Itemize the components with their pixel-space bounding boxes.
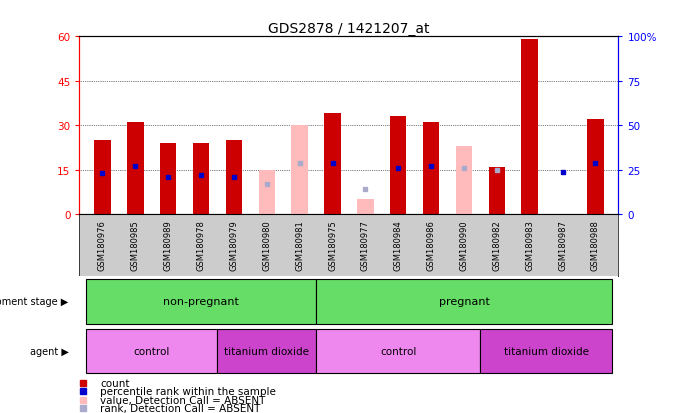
Bar — [292, 126, 308, 215]
Text: GSM180978: GSM180978 — [196, 220, 205, 271]
Bar — [218, 329, 316, 373]
Text: non-pregnant: non-pregnant — [163, 297, 239, 306]
Text: GSM180982: GSM180982 — [493, 220, 502, 271]
Bar — [423, 123, 439, 215]
Text: count: count — [100, 378, 130, 388]
Text: GSM180979: GSM180979 — [229, 220, 238, 271]
Text: GSM180987: GSM180987 — [558, 220, 567, 271]
Text: GSM180977: GSM180977 — [361, 220, 370, 271]
Text: GSM180984: GSM180984 — [394, 220, 403, 271]
Text: control: control — [380, 346, 417, 356]
Bar — [390, 117, 406, 215]
Bar — [480, 329, 612, 373]
Bar — [489, 167, 505, 215]
Text: GSM180990: GSM180990 — [460, 220, 468, 270]
Title: GDS2878 / 1421207_at: GDS2878 / 1421207_at — [268, 22, 430, 36]
Text: value, Detection Call = ABSENT: value, Detection Call = ABSENT — [100, 395, 265, 405]
Bar — [587, 120, 604, 215]
Text: GSM180980: GSM180980 — [263, 220, 272, 271]
Text: GSM180975: GSM180975 — [328, 220, 337, 271]
Text: titanium dioxide: titanium dioxide — [225, 346, 310, 356]
Text: GSM180985: GSM180985 — [131, 220, 140, 271]
Text: GSM180981: GSM180981 — [295, 220, 304, 271]
Bar — [160, 144, 176, 215]
Text: GSM180976: GSM180976 — [98, 220, 107, 271]
Text: GSM180988: GSM180988 — [591, 220, 600, 271]
Bar — [94, 141, 111, 215]
Text: rank, Detection Call = ABSENT: rank, Detection Call = ABSENT — [100, 403, 261, 413]
Bar — [86, 329, 218, 373]
Bar — [456, 147, 472, 215]
Text: GSM180983: GSM180983 — [525, 220, 534, 271]
Bar — [127, 123, 144, 215]
Bar — [324, 114, 341, 215]
Text: agent ▶: agent ▶ — [30, 346, 68, 356]
Bar — [357, 200, 374, 215]
Text: titanium dioxide: titanium dioxide — [504, 346, 589, 356]
Text: GSM180989: GSM180989 — [164, 220, 173, 271]
Bar — [226, 141, 242, 215]
Bar — [522, 40, 538, 215]
Bar — [316, 329, 480, 373]
Text: percentile rank within the sample: percentile rank within the sample — [100, 387, 276, 396]
Text: pregnant: pregnant — [439, 297, 489, 306]
Bar — [86, 279, 316, 324]
Bar — [193, 144, 209, 215]
Text: control: control — [133, 346, 170, 356]
Bar — [316, 279, 612, 324]
Text: development stage ▶: development stage ▶ — [0, 297, 68, 306]
Text: GSM180986: GSM180986 — [426, 220, 435, 271]
Bar — [258, 170, 275, 215]
